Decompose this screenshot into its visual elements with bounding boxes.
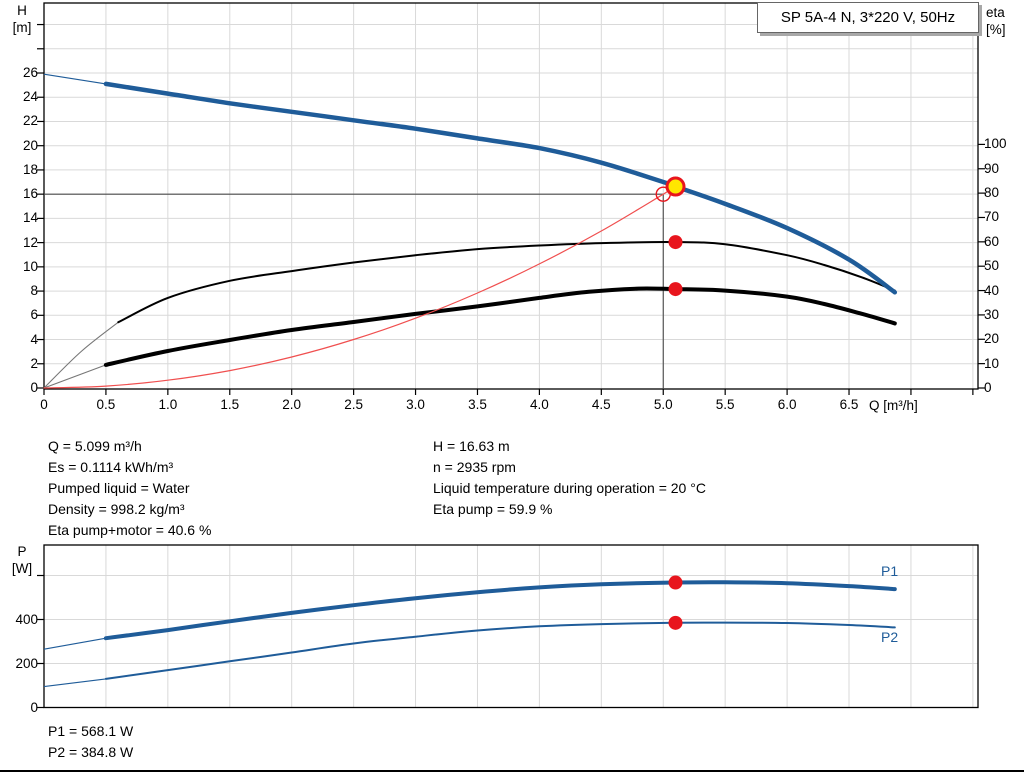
eta-axis-tick-label: 80 [984,185,1000,201]
footer-p2-value: P2 = 384.8 W [48,744,134,760]
q-axis-tick-label: 1.5 [220,397,240,412]
curve-P1-lead [43,637,106,650]
info-specific-energy: Es = 0.1114 kWh/m³ [48,459,174,475]
info-density: Density = 998.2 kg/m³ [48,501,185,517]
eta-axis-tick-label: 30 [984,306,1000,322]
chart-title: SP 5A-4 N, 3*220 V, 50Hz [757,2,979,33]
footer-p1-value: P1 = 568.1 W [48,723,134,739]
h-axis-label-unit: [m] [12,20,32,35]
q-axis-label: Q [m³/h] [869,398,918,413]
curve-eta-pump-lead [43,321,119,389]
h-axis-tick-label: 26 [22,65,38,80]
marker-duty-point [665,176,686,197]
p-axis-label: P [W] [2,543,42,577]
h-axis-tick-label: 22 [22,113,38,129]
q-axis-tick-label: 3.5 [468,397,487,412]
eta-axis-label-symbol: eta [986,5,1005,20]
info-eta-pump-motor: Eta pump+motor = 40.6 % [48,522,212,538]
eta-axis-tick-label: 50 [984,258,1000,274]
h-axis-tick-label: 20 [22,137,38,153]
eta-axis-label-unit: [%] [986,22,1006,37]
h-axis-tick-label: 2 [30,355,38,371]
eta-axis-tick-label: 60 [984,233,1000,249]
p-axis-tick-label: 400 [15,611,38,627]
power-chart [37,544,979,709]
q-axis-tick-label: 0.5 [96,397,116,412]
q-axis-tick-label: 5.5 [715,397,735,412]
p-axis-label-symbol: P [17,544,27,559]
h-axis-label: H [m] [2,2,42,36]
info-flow: Q = 5.099 m³/h [48,438,142,454]
h-axis-tick-label: 24 [22,89,38,105]
eta-axis-tick-label: 100 [984,136,1007,152]
eta-axis-tick-label: 10 [984,355,1000,371]
q-axis-tick-label: 0 [40,397,48,412]
info-eta-pump: Eta pump = 59.9 % [433,501,553,517]
curve-P2-lead [43,678,106,688]
marker-p1-duty-point [668,575,683,590]
info-head: H = 16.63 m [433,438,510,454]
marker-eta-pump-point [668,235,683,250]
q-axis-tick-label: 1.0 [158,397,178,412]
eta-axis-tick-label: 20 [984,331,1000,347]
p2-curve-label: P2 [881,629,899,645]
h-axis-tick-label: 0 [30,380,38,395]
p-axis-tick-label: 0 [30,699,38,715]
q-axis-tick-label: 4.5 [591,397,611,412]
p-axis-label-unit: [W] [11,561,33,576]
q-axis-tick-label: 5.0 [653,397,673,412]
eta-axis-label: eta [%] [986,4,1024,38]
q-axis-tick-label: 2.5 [344,397,364,412]
marker-p2-duty-point [668,615,683,630]
p-axis-tick-label: 200 [15,655,38,671]
q-axis-tick-label: 6.5 [839,397,859,412]
h-axis-tick-label: 6 [30,307,38,323]
h-axis-tick-label: 14 [22,210,38,226]
curve-head [103,81,898,295]
h-axis-label-symbol: H [17,3,27,18]
marker-eta-pump-motor-point [668,282,683,297]
h-axis-tick-label: 4 [30,331,38,347]
p1-curve-label: P1 [881,563,899,579]
curve-eta-pump-motor-lead [43,364,107,389]
q-axis-tick-label: 3.0 [406,397,425,412]
eta-axis-tick-label: 90 [984,160,1000,176]
h-axis-tick-label: 10 [22,258,38,274]
plot-border [43,544,979,709]
info-pumped-liquid: Pumped liquid = Water [48,480,190,496]
curve-system-curve [43,185,677,389]
q-axis-tick-label: 4.0 [530,397,549,412]
info-liquid-temp: Liquid temperature during operation = 20… [433,480,706,496]
curve-P1 [103,580,897,641]
h-axis-tick-label: 18 [22,161,38,177]
curve-P2 [104,621,896,680]
q-axis-tick-label: 2.0 [282,397,302,412]
h-axis-tick-label: 8 [30,283,38,299]
curve-eta-pump [117,241,896,324]
curve-head-lead [43,73,106,85]
eta-axis-tick-label: 0 [984,380,992,395]
h-axis-tick-label: 12 [22,234,38,250]
hq-eta-chart [37,2,985,395]
eta-axis-tick-label: 70 [984,209,1000,225]
h-axis-tick-label: 16 [22,186,38,202]
plot-border [43,2,979,390]
q-axis-tick-label: 6.0 [777,397,797,412]
eta-axis-tick-label: 40 [984,282,1000,298]
separator-line [0,770,1024,772]
curve-eta-pump-motor [103,286,897,367]
info-speed: n = 2935 rpm [433,459,516,475]
